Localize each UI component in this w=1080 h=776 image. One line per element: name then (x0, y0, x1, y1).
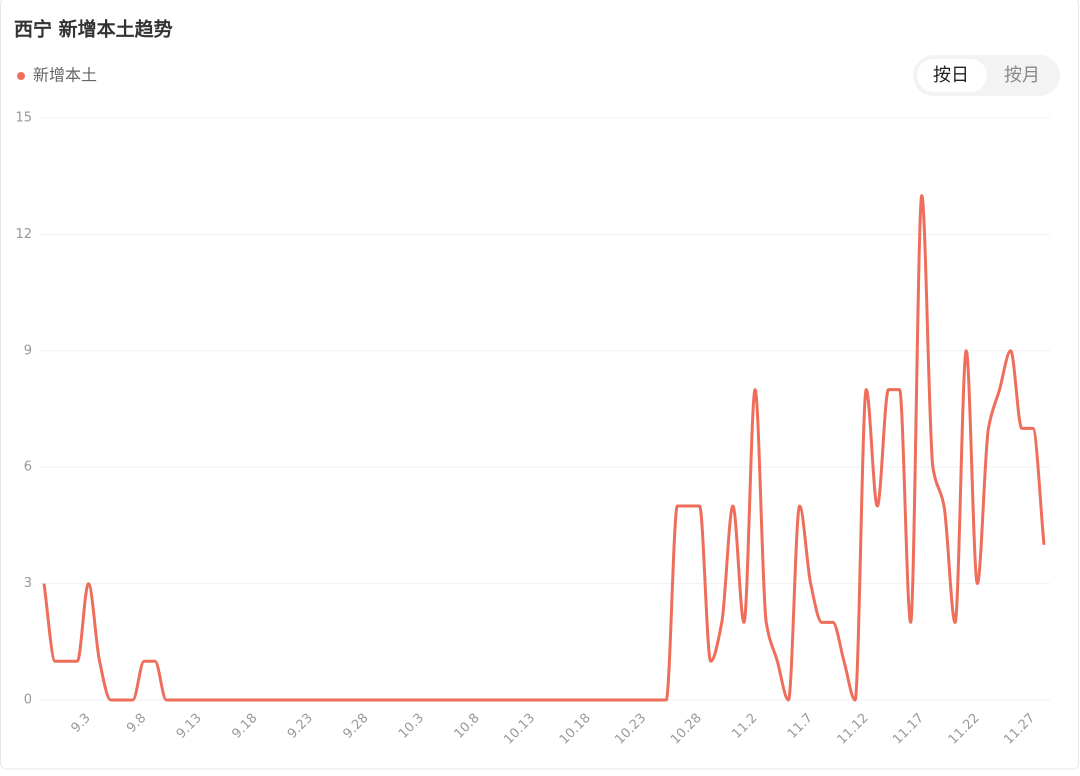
y-tick-label: 6 (24, 460, 32, 475)
legend-label: 新增本土 (33, 66, 97, 85)
chart-title: 西宁 新增本土趋势 (14, 18, 173, 41)
y-tick-label: 9 (24, 343, 32, 358)
y-tick-label: 15 (15, 111, 32, 126)
toggle-active (917, 59, 987, 92)
legend-dot (17, 72, 25, 80)
y-tick-label: 12 (15, 227, 32, 242)
line-series (42, 194, 1046, 702)
toggle-month[interactable]: 按月 (1004, 65, 1040, 86)
y-tick-label: 0 (24, 693, 32, 708)
y-tick-label: 3 (24, 576, 32, 591)
toggle-day[interactable]: 按日 (933, 65, 969, 86)
